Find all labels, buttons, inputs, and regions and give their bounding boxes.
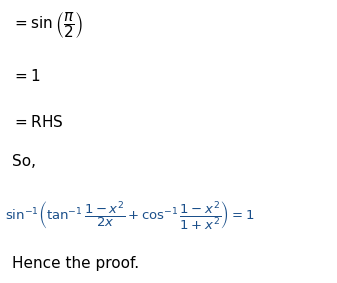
Text: So,: So, [12, 154, 36, 169]
Text: $\sin^{-1}\!\left(\tan^{-1}\dfrac{1-x^2}{2x}+\cos^{-1}\dfrac{1-x^2}{1+x^2}\right: $\sin^{-1}\!\left(\tan^{-1}\dfrac{1-x^2}… [5, 199, 254, 231]
Text: $= \mathrm{RHS}$: $= \mathrm{RHS}$ [12, 114, 63, 130]
Text: Hence the proof.: Hence the proof. [12, 256, 139, 271]
Text: $= 1$: $= 1$ [12, 68, 41, 84]
Text: $= \sin\left(\dfrac{\pi}{2}\right)$: $= \sin\left(\dfrac{\pi}{2}\right)$ [12, 10, 83, 40]
